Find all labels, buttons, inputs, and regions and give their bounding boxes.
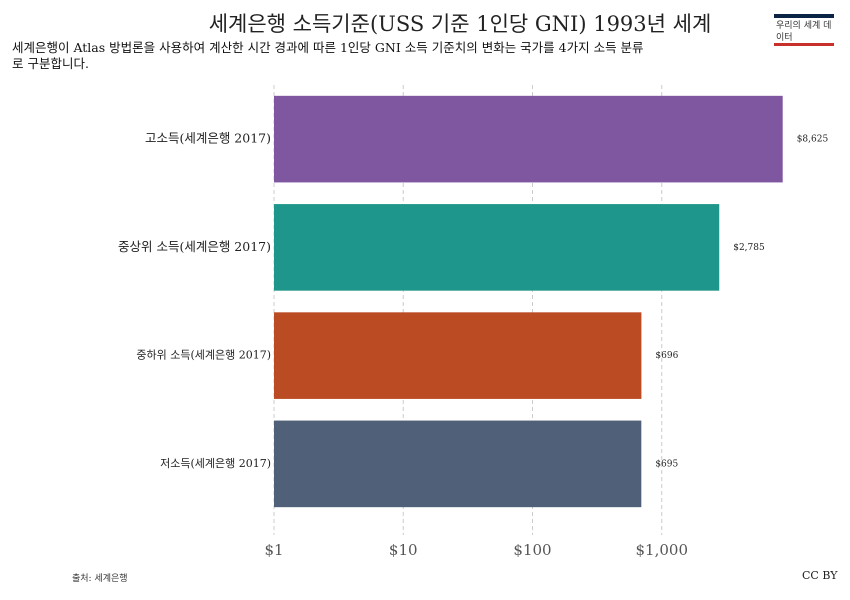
chart-title: 세계은행 소득기준(USS 기준 1인당 GNI) 1993년 세계 xyxy=(208,12,712,36)
bar xyxy=(274,420,642,508)
source: 출처: 세계은행 xyxy=(72,574,128,584)
y-tick-label: 중상위 소득(세계은행 2017) xyxy=(118,239,271,254)
value-label: $695 xyxy=(655,459,678,469)
bar xyxy=(274,312,642,399)
y-tick-label: 저소득(세계은행 2017) xyxy=(160,457,271,470)
x-tick-label: $10 xyxy=(389,541,418,559)
logo: 우리의 세계 데이터 xyxy=(774,14,834,46)
x-tick-label: $1 xyxy=(264,541,283,559)
value-label: $2,785 xyxy=(733,243,765,253)
x-tick-label: $100 xyxy=(513,541,551,559)
value-label: $8,625 xyxy=(797,135,829,145)
bar xyxy=(274,95,783,183)
value-label: $696 xyxy=(655,351,678,361)
chart-subtitle: 세계은행이 Atlas 방법론을 사용하여 계산한 시간 경과에 따른 1인당 … xyxy=(12,40,644,71)
y-tick-label: 중하위 소득(세계은행 2017) xyxy=(136,348,271,362)
y-tick-label: 고소득(세계은행 2017) xyxy=(145,131,271,146)
x-tick-label: $1,000 xyxy=(636,541,689,559)
bar xyxy=(274,204,720,291)
license: CC BY xyxy=(802,569,838,582)
